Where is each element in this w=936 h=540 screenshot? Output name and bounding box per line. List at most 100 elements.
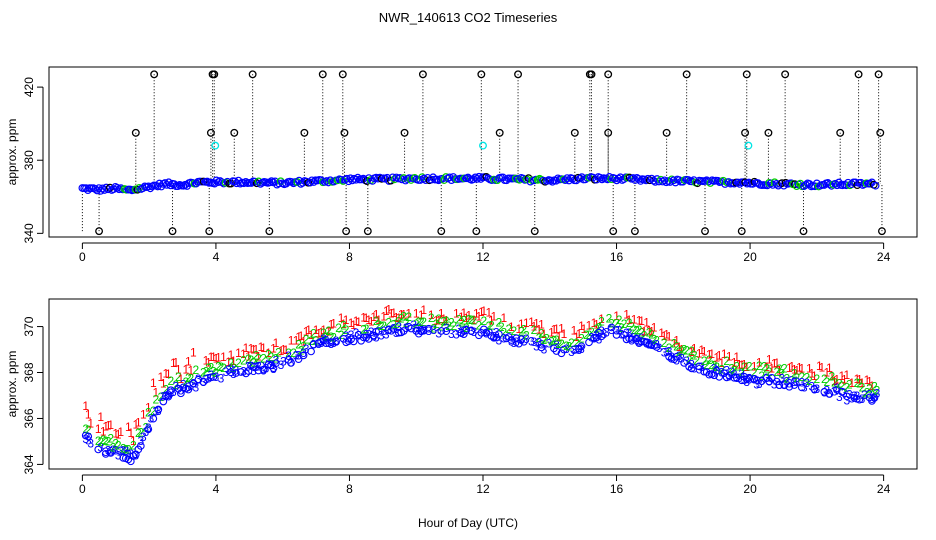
series-2-point: 2	[723, 354, 730, 368]
series-2-point: 2	[125, 442, 132, 456]
series-1-point: 1	[771, 357, 778, 371]
y-tick-label: 420	[22, 77, 36, 97]
series-3-point: 3	[874, 386, 881, 400]
series-3-circle	[144, 425, 153, 434]
series-2-point: 2	[328, 330, 335, 344]
series-1-point: 1	[400, 308, 407, 322]
series-3-circle	[474, 331, 483, 340]
series-1-point: 1	[288, 334, 295, 348]
series-3-point: 3	[776, 378, 783, 392]
series-2-point: 2	[803, 371, 810, 385]
series-1-point: 1	[178, 372, 185, 386]
data-point	[166, 181, 175, 190]
series-3-point: 3	[280, 355, 287, 369]
series-3-point: 3	[676, 349, 683, 363]
series-2-point: 2	[538, 326, 545, 340]
series-1-point: 1	[125, 420, 132, 434]
series-3-circle	[577, 342, 586, 351]
outlier-point	[400, 128, 409, 137]
data-point	[484, 174, 493, 183]
outlier-point	[150, 70, 159, 79]
data-point	[438, 174, 447, 183]
series-3-point: 3	[633, 333, 640, 347]
series-2-point: 2	[193, 363, 200, 377]
series-1-point: 1	[150, 376, 157, 390]
series-2-point: 2	[400, 310, 407, 324]
data-point	[115, 185, 124, 194]
series-1-point: 1	[673, 334, 680, 348]
series-3-circle	[652, 343, 661, 351]
series-2-point: 2	[593, 322, 600, 336]
x-tick-label: 24	[877, 482, 891, 496]
series-2-point: 2	[548, 334, 555, 348]
series-3-point: 3	[496, 333, 503, 347]
series-1-point: 1	[831, 374, 838, 388]
series-2-point: 2	[751, 366, 758, 380]
series-1-point: 1	[220, 350, 227, 364]
series-2-point: 2	[864, 385, 871, 399]
series-3-point: 3	[588, 331, 595, 345]
series-3-point: 3	[97, 440, 104, 454]
series-2-point: 2	[738, 366, 745, 380]
series-3-circle	[94, 445, 103, 454]
y-tick-label: 366	[22, 408, 36, 428]
series-3-point: 3	[120, 444, 127, 458]
series-3-point: 3	[293, 348, 300, 362]
series-3-point: 3	[646, 337, 653, 351]
series-2-point: 2	[871, 380, 878, 394]
series-1-point: 1	[576, 327, 583, 341]
series-2-point: 2	[686, 353, 693, 367]
data-point	[546, 176, 555, 185]
data-point	[274, 179, 283, 188]
series-2-point: 2	[168, 374, 175, 388]
outlier-point	[342, 227, 351, 236]
series-2-point: 2	[255, 351, 262, 365]
series-3-point: 3	[666, 344, 673, 358]
series-3-point: 3	[811, 383, 818, 397]
series-2-point: 2	[691, 348, 698, 362]
series-1-point: 1	[328, 318, 335, 332]
series-2-point: 2	[465, 313, 472, 327]
series-1-point: 1	[561, 327, 568, 341]
data-point	[871, 181, 880, 190]
series-1-point: 1	[473, 307, 480, 321]
series-1-point: 1	[188, 363, 195, 377]
series-3-point: 3	[778, 371, 785, 385]
series-3-circle	[364, 335, 373, 343]
series-3-point: 3	[626, 326, 633, 340]
series-3-point: 3	[190, 377, 197, 391]
data-point	[790, 180, 799, 189]
series-3-point: 3	[415, 321, 422, 335]
data-point	[267, 177, 276, 186]
data-point	[218, 178, 226, 187]
series-3-circle	[394, 328, 403, 337]
series-1-point: 1	[338, 311, 345, 325]
data-point	[353, 173, 362, 182]
data-point	[669, 176, 678, 185]
series-2-point: 2	[248, 353, 255, 367]
series-3-circle	[695, 362, 704, 371]
series-1-point: 1	[806, 362, 813, 376]
outlier-point	[799, 227, 808, 236]
series-2-point: 2	[731, 364, 738, 378]
data-point	[133, 185, 142, 194]
data-point	[265, 178, 274, 187]
series-1-point: 1	[298, 329, 305, 343]
series-2-point: 2	[430, 322, 437, 336]
data-point	[801, 180, 810, 189]
x-tick-label: 12	[476, 250, 490, 264]
series-3-point: 3	[180, 378, 187, 392]
series-3-point: 3	[413, 321, 420, 335]
series-2-point: 2	[776, 362, 783, 376]
series-3-point: 3	[395, 320, 402, 334]
series-1-point: 1	[578, 319, 585, 333]
data-point	[113, 183, 122, 192]
series-2-point: 2	[413, 317, 420, 331]
series-3-point: 3	[185, 380, 192, 394]
series-2-point: 2	[418, 315, 425, 329]
data-point	[247, 179, 256, 187]
series-3-circle	[490, 333, 498, 342]
series-1-point: 1	[258, 340, 265, 354]
series-1-point: 1	[373, 308, 380, 322]
